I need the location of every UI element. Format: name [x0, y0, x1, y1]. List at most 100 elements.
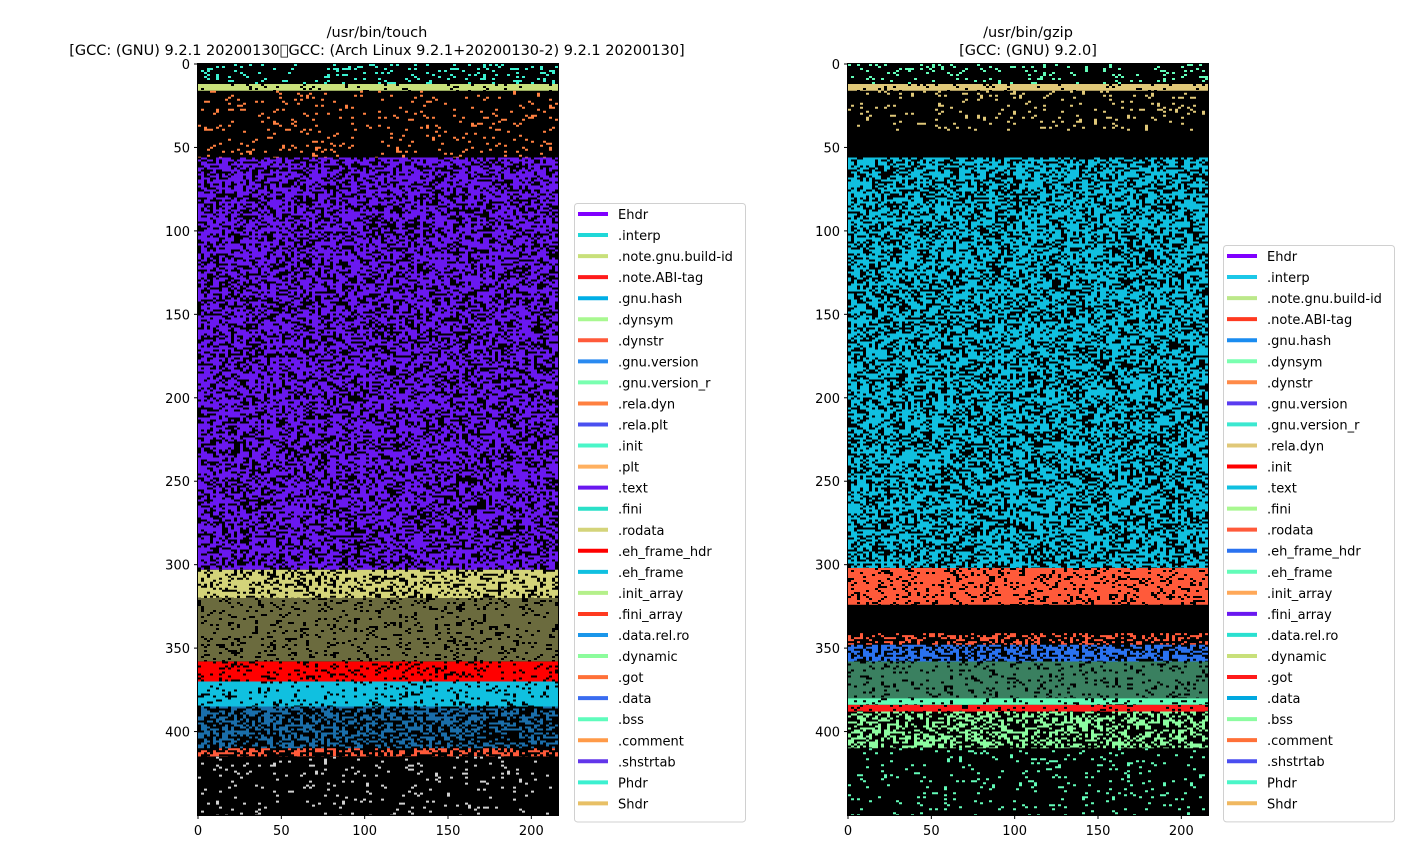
chart-title-line-1: /usr/bin/gzip: [983, 25, 1073, 41]
x-tick-label: 100: [1002, 824, 1027, 839]
y-tick-label: 150: [815, 308, 840, 323]
section-band: [198, 90, 558, 158]
legend-label: .fini: [1267, 503, 1291, 518]
x-tick-label: 100: [352, 824, 377, 839]
legend-label: .data.rel.ro: [618, 629, 689, 644]
legend-label: .got: [1267, 671, 1292, 686]
legend-label: .dynstr: [618, 334, 664, 349]
legend-label: Phdr: [618, 776, 648, 791]
legend-label: .rela.dyn: [618, 397, 675, 412]
section-band: [848, 157, 1208, 568]
legend-label: Shdr: [618, 797, 649, 812]
legend-label: .shstrtab: [1267, 755, 1325, 770]
legend: Ehdr .interp .note.gnu.build-id .note.ABI-t…: [574, 203, 746, 823]
x-tick-label: 200: [519, 824, 544, 839]
legend-box: [574, 203, 746, 823]
plot-frame: [847, 63, 1209, 816]
section-pixels: [848, 568, 1208, 605]
legend-label: .gnu.version: [1267, 397, 1348, 412]
legend-label: .dynsym: [618, 313, 673, 328]
legend-label: .fini: [618, 503, 642, 518]
legend-label: .comment: [618, 734, 684, 749]
legend-label: .interp: [1267, 271, 1310, 286]
y-tick-label: 350: [165, 642, 190, 657]
section-band: [198, 748, 558, 757]
section-band: [848, 704, 1208, 712]
legend-label: .dynamic: [618, 650, 678, 665]
legend-label: .gnu.hash: [618, 292, 682, 307]
y-tick-label: 300: [165, 559, 190, 574]
legend-label: .note.ABI-tag: [1267, 313, 1352, 328]
section-band: [198, 661, 558, 682]
section-band: [848, 64, 1208, 84]
touch-panel: /usr/bin/touch [GCC: (GNU) 9.2.1 2020013…: [69, 25, 746, 839]
x-tick-label: 0: [194, 824, 202, 839]
legend-label: .eh_frame: [618, 566, 683, 581]
section-pixels: [848, 698, 1208, 705]
section-band: [198, 681, 558, 707]
section-pixels: [848, 633, 1208, 645]
section-pixels: [848, 661, 1208, 699]
legend-label: .dynamic: [1267, 650, 1327, 665]
y-tick-label: 350: [815, 642, 840, 657]
legend-label: .gnu.version: [618, 355, 699, 370]
section-pixels: [198, 598, 558, 662]
legend-label: Phdr: [1267, 776, 1297, 791]
section-band: [198, 157, 558, 570]
y-tick-label: 50: [823, 141, 840, 156]
section-pixels: [848, 157, 1208, 568]
legend-label: Ehdr: [1267, 250, 1298, 265]
y-tick-label: 300: [815, 559, 840, 574]
legend-label: .gnu.hash: [1267, 334, 1331, 349]
section-band: [201, 64, 558, 84]
legend-label: .eh_frame_hdr: [618, 545, 712, 560]
legend-label: .rela.plt: [618, 419, 668, 434]
y-tick-label: 0: [182, 58, 190, 73]
section-band: [198, 706, 558, 749]
legend-label: .fini_array: [618, 608, 683, 623]
legend-label: .rela.dyn: [1267, 439, 1324, 454]
section-pixels: [198, 748, 558, 757]
legend-label: .rodata: [618, 524, 664, 539]
legend-label: .note.ABI-tag: [618, 271, 703, 286]
section-pixels: [198, 706, 558, 749]
section-pixels: [198, 569, 558, 599]
section-band: [848, 568, 1208, 605]
legend-label: .init: [1267, 461, 1292, 476]
legend-label: .note.gnu.build-id: [618, 250, 733, 265]
legend-label: .gnu.version_r: [618, 376, 711, 391]
x-tick-label: 0: [844, 824, 852, 839]
y-axis: 0 50 100 150 200 250 300 350 400: [815, 58, 848, 741]
legend-label: .gnu.version_r: [1267, 418, 1360, 433]
legend-label: .dynstr: [1267, 376, 1313, 391]
legend-label: .text: [618, 482, 648, 497]
legend-label: .data.rel.ro: [1267, 629, 1338, 644]
section-pixels: [848, 644, 1208, 662]
y-tick-label: 150: [165, 308, 190, 323]
legend-label: Shdr: [1267, 797, 1298, 812]
legend-label: .plt: [618, 461, 639, 476]
y-tick-label: 100: [165, 225, 190, 240]
section-pixels: [198, 681, 558, 707]
legend-label: .note.gnu.build-id: [1267, 292, 1382, 307]
y-tick-label: 50: [173, 141, 190, 156]
x-tick-label: 150: [436, 824, 461, 839]
section-band: [848, 711, 1208, 749]
gzip-panel: /usr/bin/gzip [GCC: (GNU) 9.2.0] 0 50 100 1…: [815, 25, 1395, 839]
section-band: [848, 698, 1208, 705]
section-pixels: [848, 711, 1208, 749]
legend-label: .data: [1267, 692, 1300, 707]
section-band: [198, 84, 558, 91]
section-pixels: [198, 84, 558, 91]
chart-title-line-2: [GCC: (GNU) 9.2.1 20200130 GCC: (Arch Li…: [69, 43, 684, 59]
legend-label: .rodata: [1267, 524, 1313, 539]
legend-label: .comment: [1267, 734, 1333, 749]
section-pixels: [848, 704, 1208, 712]
chart-title-line-2: [GCC: (GNU) 9.2.0]: [959, 43, 1097, 59]
section-pixels: [198, 756, 552, 815]
section-band: [848, 633, 1208, 645]
y-tick-label: 400: [165, 726, 190, 741]
y-tick-label: 250: [815, 475, 840, 490]
y-tick-label: 100: [815, 225, 840, 240]
legend-box: [1223, 245, 1395, 823]
